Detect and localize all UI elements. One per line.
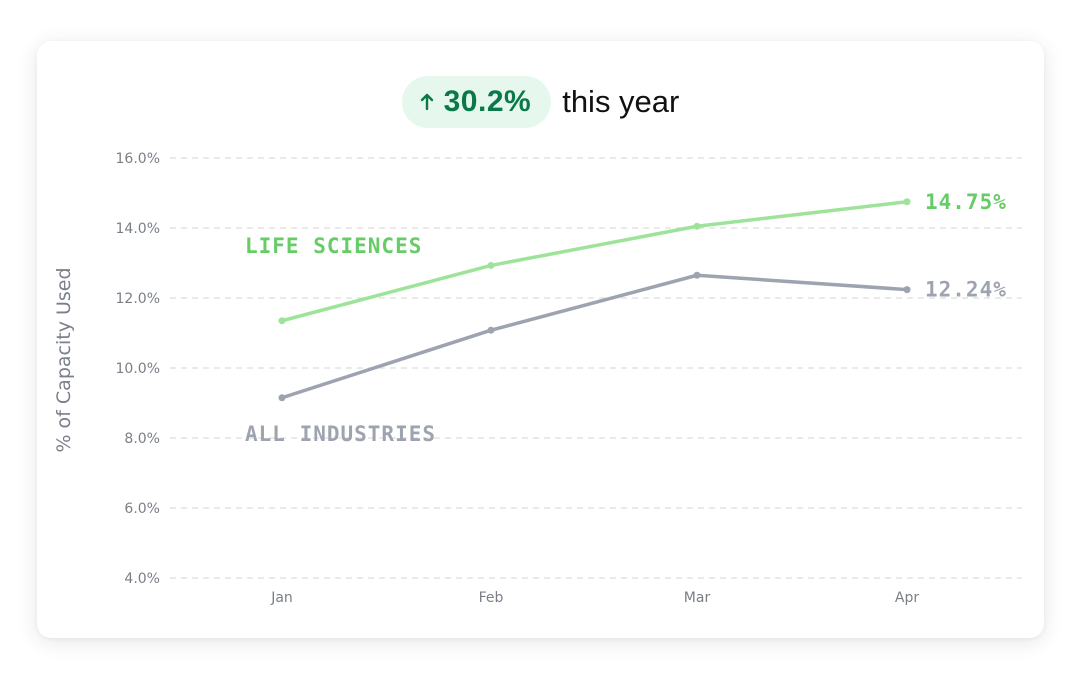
data-point: [903, 286, 911, 294]
x-tick-label: Apr: [895, 590, 919, 606]
y-tick-label: 10.0%: [116, 361, 160, 377]
x-tick-label: Mar: [684, 590, 711, 606]
data-point: [693, 222, 701, 230]
change-value: 30.2%: [443, 85, 532, 118]
headline-row: 30.2% this year: [37, 76, 1044, 128]
chart-card: 30.2% this year 4.0% 6.0% 8.0% 10.0% 12.0% 14…: [37, 41, 1044, 638]
data-point: [278, 394, 286, 402]
data-point: [487, 326, 495, 334]
series-name-label: LIFE SCIENCES: [245, 234, 422, 258]
y-tick-label: 14.0%: [116, 221, 160, 237]
y-tick-label: 8.0%: [124, 431, 160, 447]
change-badge: 30.2%: [401, 76, 552, 128]
y-tick-label: 4.0%: [124, 571, 160, 587]
series-end-value-label: 12.24%: [925, 278, 1007, 302]
series-line: [280, 200, 909, 323]
y-tick-label: 6.0%: [124, 501, 160, 517]
x-tick-label: Feb: [479, 590, 504, 606]
change-suffix: this year: [562, 84, 680, 119]
data-point: [903, 198, 911, 206]
arrow-up-icon: [420, 93, 433, 111]
y-tick-label: 12.0%: [116, 291, 160, 307]
line-chart: 4.0% 6.0% 8.0% 10.0% 12.0% 14.0% 16.0% Jan Feb Ma…: [53, 151, 1022, 606]
data-point: [487, 261, 495, 269]
x-tick-label: Jan: [270, 590, 293, 606]
series-end-value-label: 14.75%: [925, 190, 1007, 214]
y-axis-label: % of Capacity Used: [53, 267, 75, 452]
y-tick-label: 16.0%: [116, 151, 160, 167]
series-name-label: ALL INDUSTRIES: [245, 422, 436, 446]
series-line: [280, 273, 909, 400]
data-point: [693, 271, 701, 279]
data-point: [278, 317, 286, 325]
